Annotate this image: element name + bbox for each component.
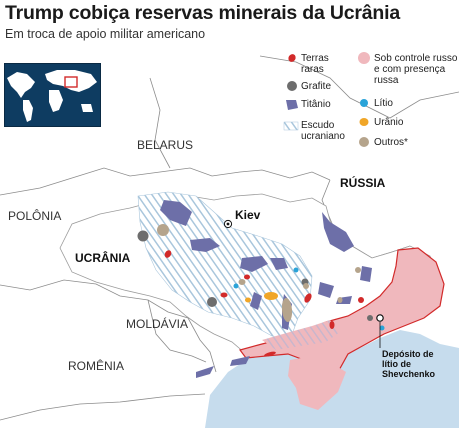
rare-earth-deposits bbox=[164, 250, 364, 357]
legend-shield: Escudo ucraniano bbox=[301, 120, 345, 142]
mixed-shield-russian bbox=[262, 320, 340, 350]
legend-uranium: Urânio bbox=[374, 117, 404, 128]
page-title: Trump cobiça reservas minerais da Ucrâni… bbox=[5, 2, 400, 24]
legend-rare-earths: Terras raras bbox=[301, 53, 329, 75]
legend-russian-control: Sob controle russo e com presença russa bbox=[374, 53, 458, 86]
world-inset-map bbox=[4, 63, 101, 127]
label-kiev: Kiev bbox=[235, 208, 261, 222]
kiev-marker bbox=[223, 219, 233, 229]
label-russia: RÚSSIA bbox=[340, 176, 386, 190]
world-inset-graphic bbox=[7, 70, 97, 122]
label-poland: POLÔNIA bbox=[8, 209, 62, 223]
legend-titanium: Titânio bbox=[301, 99, 331, 110]
legend-graphite: Grafite bbox=[301, 81, 332, 92]
crimea bbox=[288, 356, 346, 410]
label-belarus: BELARUS bbox=[137, 138, 194, 152]
legend-others: Outros* bbox=[374, 137, 408, 148]
lithium-deposits bbox=[233, 267, 385, 331]
label-moldova: MOLDÁVIA bbox=[126, 317, 189, 331]
other-deposits bbox=[157, 224, 361, 322]
label-ukraine: UCRÂNIA bbox=[75, 251, 131, 265]
ukraine-map bbox=[0, 52, 459, 428]
page-subtitle: Em troca de apoio militar americano bbox=[5, 27, 206, 41]
uranium-deposits bbox=[245, 292, 278, 303]
legend-swatches bbox=[283, 52, 370, 147]
legend-lithium: Lítio bbox=[374, 98, 393, 109]
shevchenko-callout: Depósito de lítio de Shevchenko bbox=[382, 349, 436, 379]
label-romania: ROMÊNIA bbox=[68, 359, 125, 373]
ukrainian-shield bbox=[137, 191, 313, 341]
shevchenko-marker bbox=[376, 314, 384, 348]
